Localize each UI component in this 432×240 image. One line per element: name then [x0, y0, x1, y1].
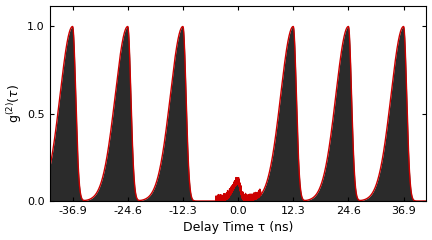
Y-axis label: g$^{(2)}$($\tau$): g$^{(2)}$($\tau$) — [6, 84, 25, 123]
X-axis label: Delay Time τ (ns): Delay Time τ (ns) — [183, 222, 293, 234]
